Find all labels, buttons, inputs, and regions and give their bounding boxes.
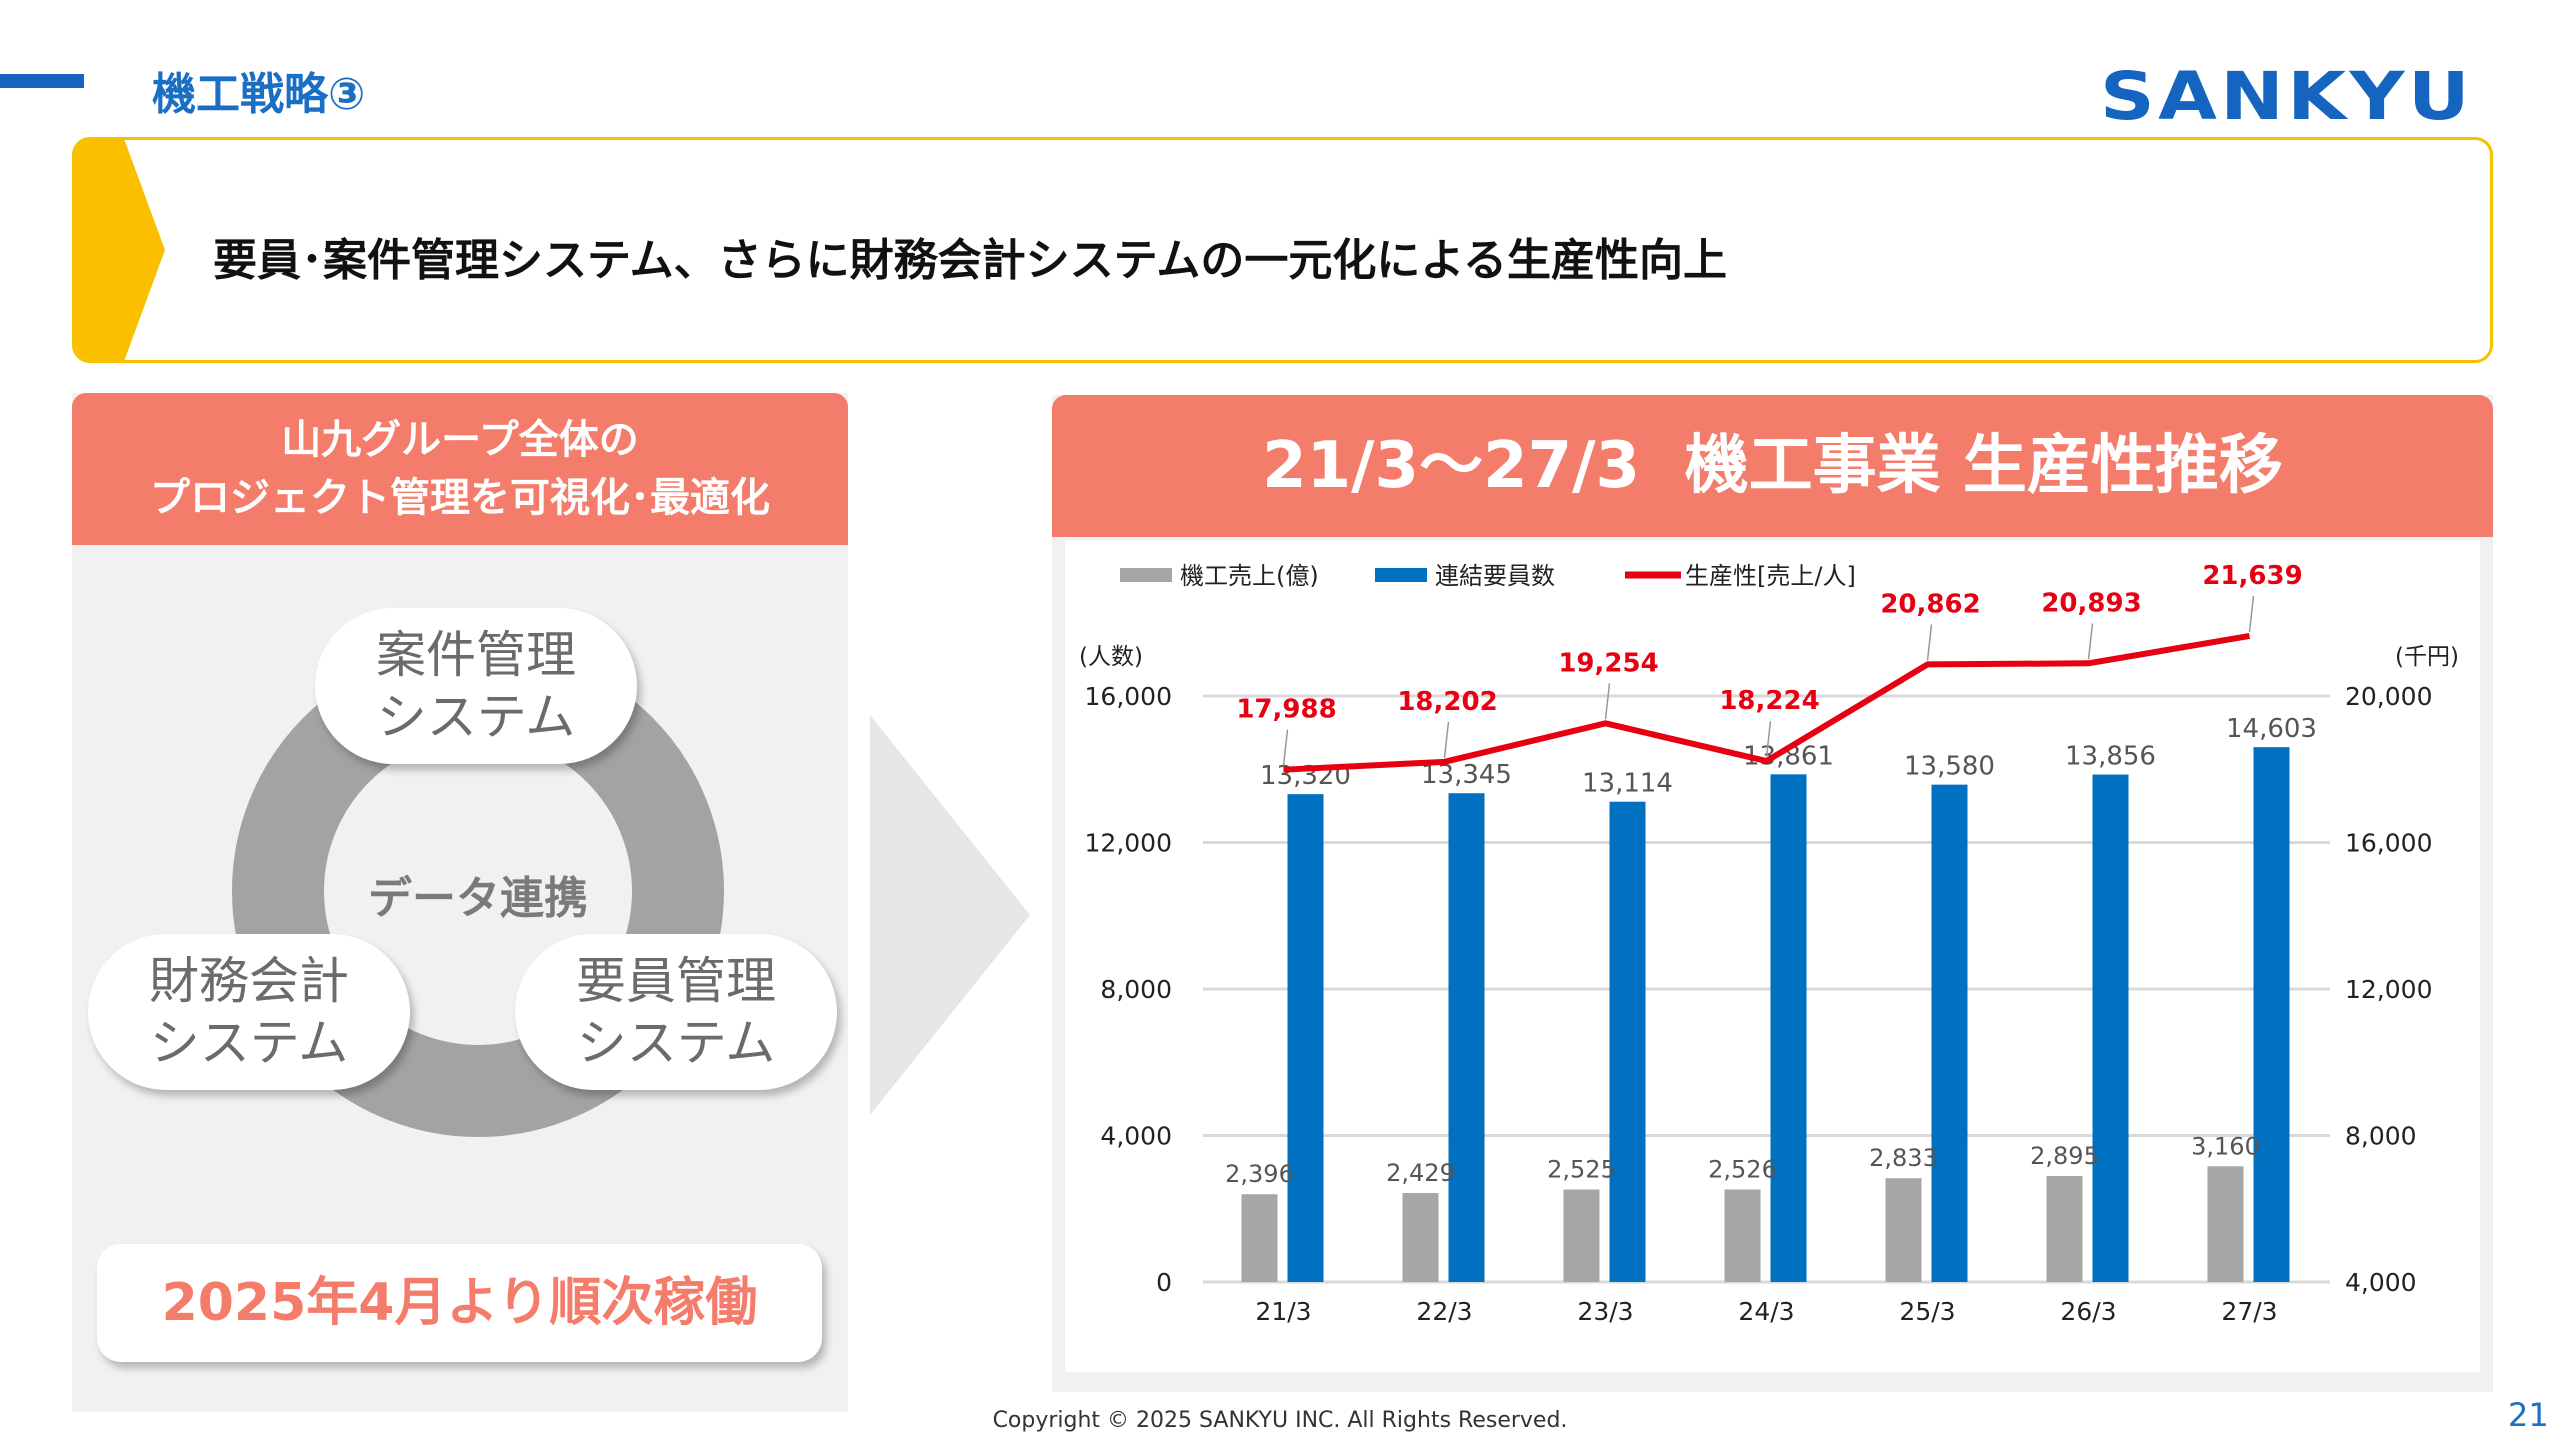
bubble-finance-system: 財務会計 システム <box>88 934 410 1090</box>
bar-sales <box>1724 1189 1761 1282</box>
left-tick-label: 4,000 <box>1100 1122 1172 1151</box>
line-productivity <box>1283 633 2251 773</box>
leader-line <box>1282 729 1289 766</box>
bar-sales <box>1885 1178 1922 1282</box>
productivity-data-label: 20,893 <box>2041 588 2141 618</box>
bar-staff <box>2253 747 2290 1282</box>
right-tick-label: 12,000 <box>2345 975 2432 1004</box>
bubble-text: システム <box>149 1014 349 1072</box>
sales-data-label: 2,525 <box>1547 1156 1616 1184</box>
sales-data-label: 2,396 <box>1225 1160 1294 1188</box>
legend-label: 機工売上(億) <box>1180 562 1319 590</box>
productivity-data-label: 19,254 <box>1558 648 1658 678</box>
bubble-text: 財務会計 <box>149 952 349 1010</box>
category-label: 23/3 <box>1577 1297 1633 1326</box>
bar-sales <box>2046 1175 2083 1282</box>
bar-sales <box>1241 1194 1278 1282</box>
bubble-text: システム <box>576 1014 776 1072</box>
leader-line <box>2087 623 2094 660</box>
productivity-data-label: 17,988 <box>1236 695 1336 725</box>
left-panel-heading: 山九グループ全体の プロジェクト管理を可視化･最適化 <box>72 393 848 545</box>
category-label: 25/3 <box>1899 1297 1955 1326</box>
right-axis-label: (千円) <box>2395 644 2459 670</box>
category-label: 26/3 <box>2060 1297 2116 1326</box>
left-tick-label: 8,000 <box>1100 975 1172 1004</box>
category-label: 22/3 <box>1416 1297 1472 1326</box>
bar-sales <box>1402 1193 1439 1282</box>
sales-data-label: 3,160 <box>2191 1132 2260 1160</box>
sales-data-label: 2,833 <box>1869 1144 1938 1172</box>
staff-data-label: 13,580 <box>1904 752 1995 782</box>
right-tick-label: 4,000 <box>2345 1268 2417 1297</box>
leader-line <box>2248 595 2255 633</box>
start-date-label: 2025年4月より順次稼働 <box>97 1244 822 1362</box>
chevron-icon <box>75 140 165 360</box>
bubble-project-system: 案件管理 システム <box>315 608 637 764</box>
bar-staff <box>1287 794 1324 1282</box>
banner-text: 要員･案件管理システム、さらに財務会計システムの一元化による生産性向上 <box>213 235 1728 286</box>
right-tick-label: 8,000 <box>2345 1122 2417 1151</box>
copyright: Copyright © 2025 SANKYU INC. All Rights … <box>992 1408 1568 1433</box>
bar-sales <box>2207 1166 2244 1282</box>
legend-label: 生産性[売上/人] <box>1685 562 1856 590</box>
heading-line: 山九グループ全体の <box>281 417 639 463</box>
arrow-right-icon <box>870 715 1030 1115</box>
leader-line <box>1926 624 1933 661</box>
data-link-label: データ連携 <box>368 873 588 924</box>
chart-heading: 21/3～27/3 機工事業 生産性推移 <box>1052 395 2493 537</box>
leader-line <box>1443 721 1450 758</box>
bar-staff <box>1609 801 1646 1282</box>
bubble-text: システム <box>376 688 576 746</box>
category-label: 24/3 <box>1738 1297 1794 1326</box>
left-tick-label: 12,000 <box>1085 829 1172 858</box>
productivity-data-label: 18,224 <box>1719 686 1819 716</box>
sankyu-logo: SANKYU <box>2100 58 2474 135</box>
productivity-data-label: 21,639 <box>2202 561 2302 591</box>
staff-data-label: 13,856 <box>2065 742 2156 772</box>
right-tick-label: 20,000 <box>2345 682 2432 711</box>
left-tick-label: 16,000 <box>1085 682 1172 711</box>
header-accent-bar <box>0 74 84 88</box>
bar-staff <box>1448 793 1485 1282</box>
legend-label: 連結要員数 <box>1435 562 1555 590</box>
sales-data-label: 2,526 <box>1708 1155 1777 1183</box>
left-axis-label: (人数) <box>1079 644 1143 670</box>
left-tick-label: 0 <box>1156 1268 1172 1297</box>
heading-line: プロジェクト管理を可視化･最適化 <box>150 475 770 521</box>
productivity-data-label: 20,862 <box>1880 589 1980 619</box>
category-label: 27/3 <box>2221 1297 2277 1326</box>
staff-data-label: 14,603 <box>2226 714 2317 744</box>
sales-data-label: 2,429 <box>1386 1159 1455 1187</box>
legend-swatch <box>1120 568 1172 582</box>
bar-staff <box>2092 774 2129 1282</box>
productivity-chart: 0 4,000 4,000 8,000 8,000 12,000 12,000 16,000 1… <box>1079 561 2459 1326</box>
page-title: 機工戦略③ <box>152 69 366 120</box>
category-label: 21/3 <box>1255 1297 1311 1326</box>
productivity-data-label: 18,202 <box>1397 687 1497 717</box>
bubble-staff-system: 要員管理 システム <box>515 934 837 1090</box>
right-tick-label: 16,000 <box>2345 829 2432 858</box>
bubble-text: 要員管理 <box>576 952 776 1010</box>
staff-data-label: 13,114 <box>1582 769 1673 799</box>
leader-line <box>1604 683 1611 720</box>
bubble-text: 案件管理 <box>376 626 576 684</box>
bar-staff <box>1770 774 1807 1282</box>
leader-line <box>1765 720 1772 758</box>
page-number: 21 <box>2508 1396 2549 1434</box>
bar-staff <box>1931 784 1968 1282</box>
bar-sales <box>1563 1189 1600 1282</box>
legend-swatch <box>1375 568 1427 582</box>
sales-data-label: 2,895 <box>2030 1142 2099 1170</box>
key-message-banner: 要員･案件管理システム、さらに財務会計システムの一元化による生産性向上 <box>72 137 2493 363</box>
